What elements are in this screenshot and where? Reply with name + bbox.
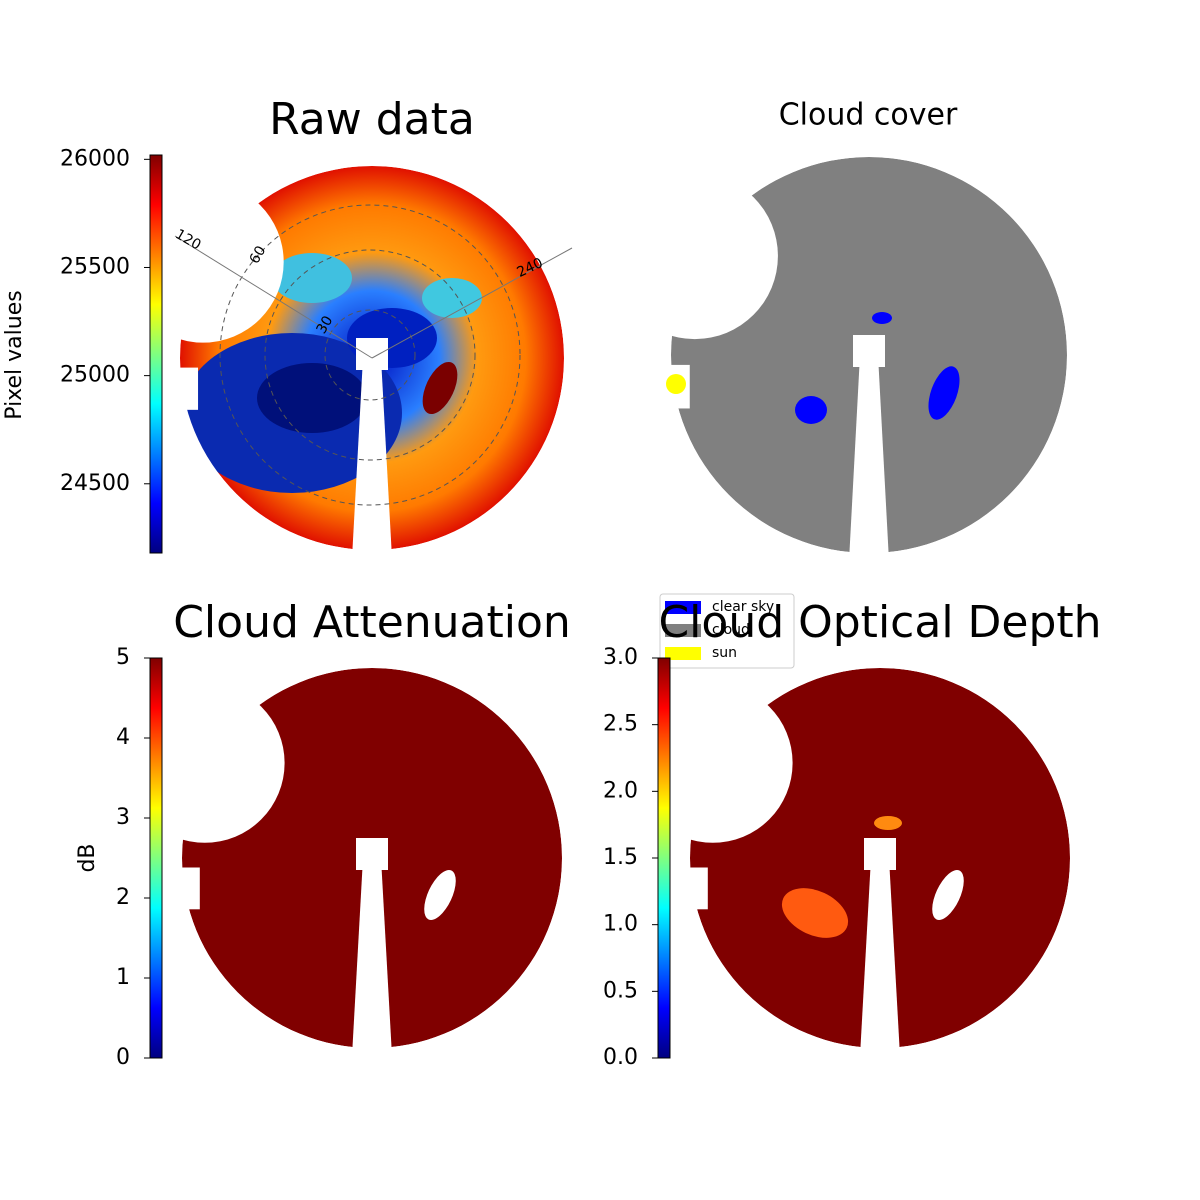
legend-swatch [665, 601, 701, 614]
colorbar [149, 657, 163, 1059]
sky-image [690, 668, 1070, 1048]
colorbar-tick-label: 24500 [60, 471, 130, 496]
panel-title: Cloud Attenuation [173, 597, 571, 648]
polar-label: 30 [314, 313, 337, 336]
legend-label: cloud [712, 622, 750, 638]
polar-ring [264, 249, 476, 461]
sun [666, 374, 686, 394]
colorbar-tick-label: 3 [116, 805, 130, 830]
colorbar-tick-label: 25500 [60, 254, 130, 279]
polar-ring [219, 204, 521, 506]
colorbar-label: dB [75, 843, 100, 872]
panel-title: Cloud cover [779, 98, 958, 133]
polar-spoke [371, 247, 573, 359]
sky-image [182, 668, 562, 1048]
polar-label: 120 [172, 226, 203, 253]
legend-label: sun [712, 645, 737, 661]
colorbar-tick-label: 2.5 [603, 712, 638, 737]
colorbar-tick-label: 4 [116, 725, 130, 750]
colorbar-tick-label: 2.0 [603, 778, 638, 803]
colorbar [657, 657, 671, 1059]
colorbar-label: Pixel values [2, 290, 27, 419]
colorbar-tick-label: 1.0 [603, 912, 638, 937]
colorbar-tick-label: 0.5 [603, 978, 638, 1003]
colorbar-tick-label: 1 [116, 965, 130, 990]
colorbar-tick-label: 26000 [60, 146, 130, 171]
colorbar-tick-label: 0 [116, 1045, 130, 1070]
legend-swatch [665, 647, 701, 660]
colorbar-tick-label: 3.0 [603, 645, 638, 670]
polar-label: 60 [247, 243, 270, 266]
colorbar-tick-label: 25000 [60, 363, 130, 388]
sky-image [671, 157, 1067, 553]
legend-label: clear sky [712, 599, 774, 615]
colorbar-tick-label: 2 [116, 885, 130, 910]
panel-title: Cloud Optical Depth [658, 597, 1101, 648]
polar-spoke [174, 235, 373, 359]
colorbar-tick-label: 5 [116, 645, 130, 670]
colorbar [149, 154, 163, 554]
panel-title: Raw data [269, 94, 475, 145]
polar-ring [324, 309, 416, 401]
colorbar-tick-label: 0.0 [603, 1045, 638, 1070]
legend-swatch [665, 624, 701, 637]
colorbar-tick-label: 1.5 [603, 845, 638, 870]
